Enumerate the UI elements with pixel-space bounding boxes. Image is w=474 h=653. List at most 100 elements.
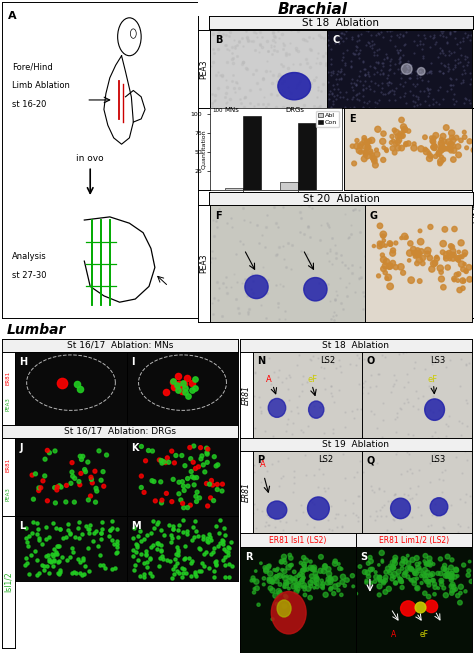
Point bbox=[425, 576, 433, 586]
Point bbox=[412, 91, 420, 101]
Point bbox=[332, 362, 339, 373]
Point bbox=[183, 526, 191, 537]
Ellipse shape bbox=[391, 498, 410, 518]
Point bbox=[280, 86, 287, 97]
Point bbox=[347, 61, 355, 72]
Point bbox=[382, 268, 389, 278]
Point bbox=[228, 560, 236, 571]
Point bbox=[184, 391, 191, 402]
Point bbox=[378, 240, 385, 250]
Point bbox=[215, 27, 222, 38]
Point bbox=[219, 479, 226, 489]
Point bbox=[360, 291, 368, 302]
Point bbox=[256, 27, 264, 37]
Point bbox=[424, 76, 431, 86]
Point bbox=[350, 472, 358, 483]
Point bbox=[461, 28, 469, 39]
Point bbox=[440, 94, 447, 104]
Point bbox=[355, 53, 363, 63]
Point bbox=[354, 94, 361, 104]
Point bbox=[467, 576, 474, 586]
Point bbox=[85, 524, 93, 534]
Point bbox=[394, 131, 401, 142]
Point bbox=[361, 71, 369, 81]
Point bbox=[391, 86, 398, 97]
Point bbox=[437, 142, 444, 153]
Point bbox=[365, 571, 372, 582]
Point bbox=[438, 134, 445, 144]
Point bbox=[332, 509, 340, 520]
Text: Isl1/2: Isl1/2 bbox=[4, 571, 13, 592]
Point bbox=[426, 153, 433, 164]
Point bbox=[436, 159, 444, 169]
Point bbox=[435, 99, 442, 109]
Point bbox=[465, 95, 473, 105]
Point bbox=[417, 72, 424, 82]
Point bbox=[341, 407, 349, 417]
Point bbox=[230, 35, 238, 45]
Point bbox=[71, 473, 79, 484]
Point bbox=[414, 583, 421, 594]
Point bbox=[389, 246, 397, 256]
Point bbox=[113, 535, 121, 546]
Point bbox=[401, 124, 409, 135]
Point bbox=[327, 54, 335, 65]
Point bbox=[464, 421, 471, 432]
Point bbox=[274, 71, 282, 82]
Point bbox=[288, 240, 295, 250]
Point bbox=[356, 141, 364, 151]
Point bbox=[396, 574, 404, 584]
Point bbox=[300, 426, 307, 437]
Point bbox=[288, 429, 296, 439]
Point bbox=[215, 295, 222, 305]
Point bbox=[134, 531, 142, 541]
Point bbox=[430, 133, 438, 143]
Text: LS3: LS3 bbox=[430, 357, 446, 365]
Point bbox=[353, 141, 361, 151]
Point bbox=[388, 573, 396, 584]
Point bbox=[394, 48, 402, 58]
Point bbox=[386, 238, 393, 249]
Point bbox=[355, 274, 363, 284]
Point bbox=[167, 530, 174, 541]
Point bbox=[398, 577, 406, 587]
Point bbox=[259, 74, 267, 84]
Point bbox=[396, 44, 403, 55]
Point bbox=[203, 447, 211, 458]
Point bbox=[265, 512, 273, 522]
Point bbox=[341, 422, 348, 432]
Point bbox=[181, 564, 188, 575]
Point bbox=[176, 381, 183, 391]
Point bbox=[404, 63, 412, 74]
Point bbox=[400, 80, 407, 91]
Point bbox=[394, 571, 402, 581]
Point bbox=[270, 40, 278, 51]
Point bbox=[396, 78, 403, 89]
Point bbox=[184, 481, 192, 491]
Point bbox=[342, 25, 350, 36]
Point bbox=[443, 571, 451, 582]
Point bbox=[341, 494, 348, 505]
Point bbox=[398, 524, 405, 534]
Point bbox=[221, 552, 229, 563]
Point bbox=[301, 564, 309, 575]
Point bbox=[336, 385, 343, 395]
Point bbox=[459, 276, 466, 286]
Point bbox=[409, 79, 417, 89]
Point bbox=[50, 555, 57, 565]
Point bbox=[386, 568, 394, 579]
Text: ER81: ER81 bbox=[6, 370, 11, 385]
Point bbox=[275, 570, 283, 581]
Point bbox=[359, 84, 366, 95]
Point bbox=[414, 393, 421, 404]
Point bbox=[232, 76, 239, 87]
Point bbox=[405, 59, 413, 69]
Point bbox=[461, 446, 469, 456]
Point bbox=[454, 590, 462, 601]
Point bbox=[249, 573, 257, 583]
Point bbox=[180, 481, 187, 491]
Point bbox=[304, 421, 312, 432]
Point bbox=[324, 577, 331, 588]
Point bbox=[453, 133, 460, 143]
Point bbox=[399, 556, 407, 566]
